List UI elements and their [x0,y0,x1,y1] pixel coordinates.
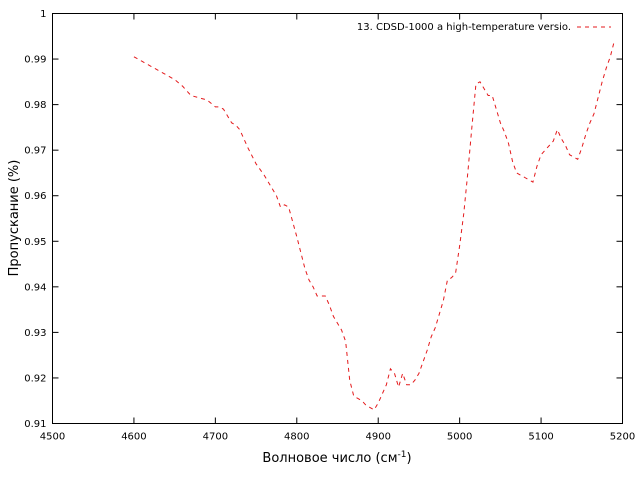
plot-frame [52,13,623,424]
x-axis-title-superscript: -1 [398,450,407,460]
series-line [133,40,615,411]
x-tick-labels: 4500 4600 4700 4800 4900 5000 5100 5200 [40,432,635,443]
y-tick-label: 0.99 [24,55,46,66]
y-tick-label: 0.92 [24,373,46,384]
x-tick-label: 4500 [40,432,65,443]
x-axis-title: Волновое число (см-1) [262,450,411,466]
legend: 13. CDSD-1000 a high-temperature versio. [357,22,611,33]
x-tick-label: 4600 [121,432,146,443]
series-layer [133,40,615,411]
y-tick-label: 0.95 [24,237,46,248]
x-tick-label: 4800 [284,432,309,443]
y-tick-label: 0.93 [24,328,46,339]
axis-ticks [52,13,623,424]
x-tick-label: 5200 [610,432,635,443]
y-tick-label: 0.96 [24,191,46,202]
x-tick-label: 4700 [203,432,228,443]
y-tick-labels: 0.91 0.92 0.93 0.94 0.95 0.96 0.97 0.98 0.99 1 [24,9,46,430]
y-tick-label: 0.98 [24,100,46,111]
legend-label: 13. CDSD-1000 a high-temperature versio. [357,22,571,33]
x-tick-label: 5000 [447,432,472,443]
x-tick-label: 4900 [365,432,390,443]
x-tick-label: 5100 [528,432,553,443]
y-tick-label: 0.97 [24,146,46,157]
y-axis-title: Пропускание (%) [7,160,22,277]
y-tick-label: 0.91 [24,419,46,430]
y-tick-label: 0.94 [24,282,46,293]
y-tick-label: 1 [40,9,46,20]
